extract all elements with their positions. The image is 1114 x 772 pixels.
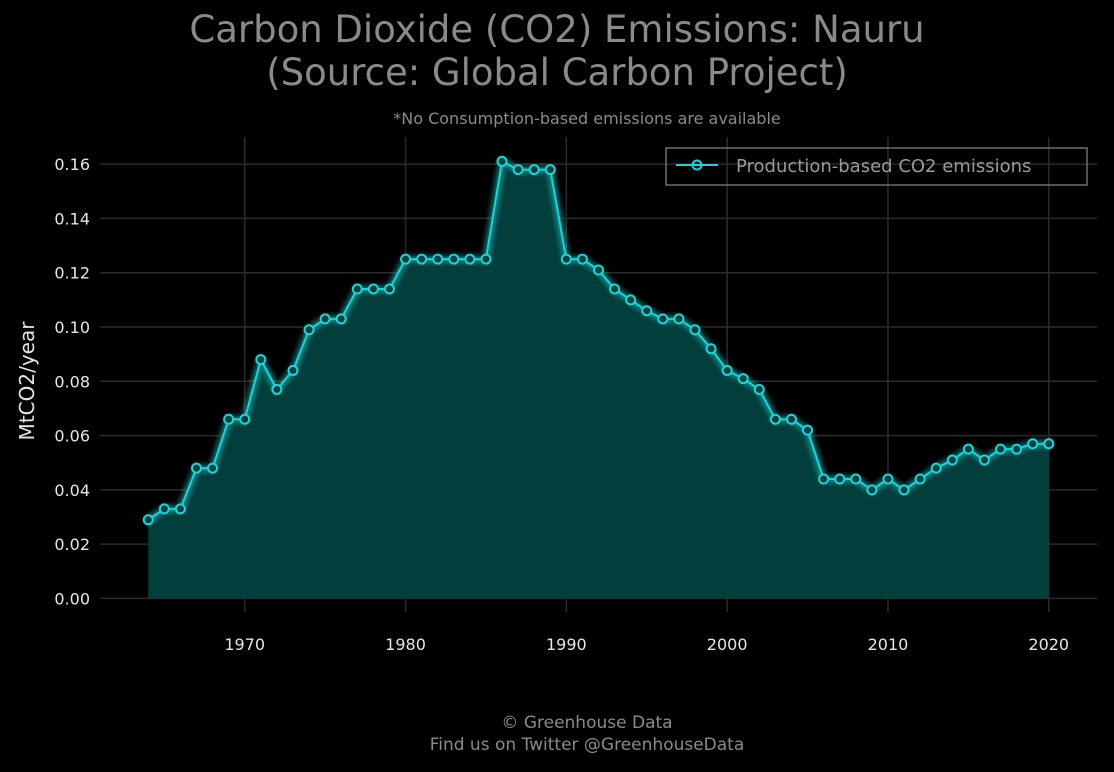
data-point — [850, 473, 862, 485]
data-point — [448, 253, 460, 265]
data-point — [432, 253, 444, 265]
y-tick-label: 0.12 — [54, 264, 90, 283]
data-point — [560, 253, 572, 265]
data-point — [995, 443, 1007, 455]
data-point — [351, 283, 363, 295]
data-point — [512, 164, 524, 176]
legend-marker-swatch — [691, 159, 703, 171]
data-point — [962, 443, 974, 455]
y-axis-label: MtCO2/year — [15, 321, 39, 441]
data-point — [239, 413, 251, 425]
data-point — [190, 462, 202, 474]
data-point — [769, 413, 781, 425]
chart-title-line-2: (Source: Global Carbon Project) — [266, 51, 848, 94]
data-point — [400, 253, 412, 265]
data-point — [657, 313, 669, 325]
data-point — [882, 473, 894, 485]
data-point — [367, 283, 379, 295]
data-point — [142, 514, 154, 526]
data-point — [496, 155, 508, 167]
footer-copyright: © Greenhouse Data — [501, 713, 673, 733]
data-point — [335, 313, 347, 325]
data-point — [528, 164, 540, 176]
data-point — [383, 283, 395, 295]
data-point — [946, 454, 958, 466]
x-tick-label: 2000 — [707, 635, 748, 654]
y-tick-label: 0.08 — [54, 372, 90, 391]
data-point — [785, 413, 797, 425]
data-point — [158, 503, 170, 515]
x-axis-ticks: 1970 1980 1990 2000 2010 2020 — [224, 635, 1069, 654]
data-point — [673, 313, 685, 325]
chart-title: Carbon Dioxide (CO2) Emissions: Nauru (S… — [0, 8, 1114, 94]
data-point — [544, 164, 556, 176]
y-tick-label: 0.02 — [54, 535, 90, 554]
data-point — [287, 364, 299, 376]
data-point — [609, 283, 621, 295]
area-fill — [148, 161, 1049, 599]
y-tick-label: 0.06 — [54, 427, 90, 446]
data-point — [319, 313, 331, 325]
data-point — [641, 305, 653, 317]
data-point — [593, 264, 604, 276]
y-tick-label: 0.10 — [54, 318, 90, 337]
data-point — [416, 253, 428, 265]
data-point — [978, 454, 990, 466]
y-tick-label: 0.16 — [54, 155, 90, 174]
legend-box — [665, 147, 1088, 186]
data-point — [625, 294, 637, 306]
data-point — [753, 383, 765, 395]
data-point — [689, 324, 701, 336]
data-point — [271, 383, 283, 395]
data-point — [705, 343, 717, 355]
data-point — [930, 462, 942, 474]
data-point — [255, 354, 267, 366]
data-point — [303, 324, 315, 336]
x-tick-label: 2010 — [868, 635, 909, 654]
data-point — [818, 473, 830, 485]
data-point — [576, 253, 588, 265]
data-point — [898, 484, 910, 496]
data-point — [802, 424, 814, 436]
x-tick-label: 1970 — [224, 635, 265, 654]
y-axis-ticks: 0.00 0.02 0.04 0.06 0.08 0.10 0.12 0.14 0.16 — [54, 155, 90, 608]
x-tick-label: 1980 — [385, 635, 426, 654]
data-point — [174, 503, 186, 515]
y-tick-label: 0.00 — [54, 589, 90, 608]
footer: © Greenhouse Data Find us on Twitter @Gr… — [0, 712, 1114, 756]
data-point — [223, 413, 235, 425]
y-tick-label: 0.14 — [54, 209, 90, 228]
data-point — [1011, 443, 1023, 455]
series-points — [142, 155, 1055, 526]
data-point — [866, 484, 878, 496]
legend: Production-based CO2 emissions — [665, 147, 1088, 186]
chart-title-line-1: Carbon Dioxide (CO2) Emissions: Nauru — [189, 8, 925, 51]
data-point — [480, 253, 492, 265]
data-point — [834, 473, 846, 485]
data-point — [1027, 438, 1039, 450]
x-tick-label: 2020 — [1028, 635, 1069, 654]
data-point — [737, 373, 749, 385]
x-tick-label: 1990 — [546, 635, 587, 654]
data-point — [721, 364, 733, 376]
y-tick-label: 0.04 — [54, 481, 90, 500]
data-point — [464, 253, 476, 265]
data-point — [207, 462, 219, 474]
data-point — [1043, 438, 1055, 450]
data-point — [914, 473, 926, 485]
chart-subtitle: *No Consumption-based emissions are avai… — [393, 109, 781, 128]
legend-label: Production-based CO2 emissions — [736, 156, 1031, 177]
footer-twitter: Find us on Twitter @GreenhouseData — [429, 735, 745, 755]
